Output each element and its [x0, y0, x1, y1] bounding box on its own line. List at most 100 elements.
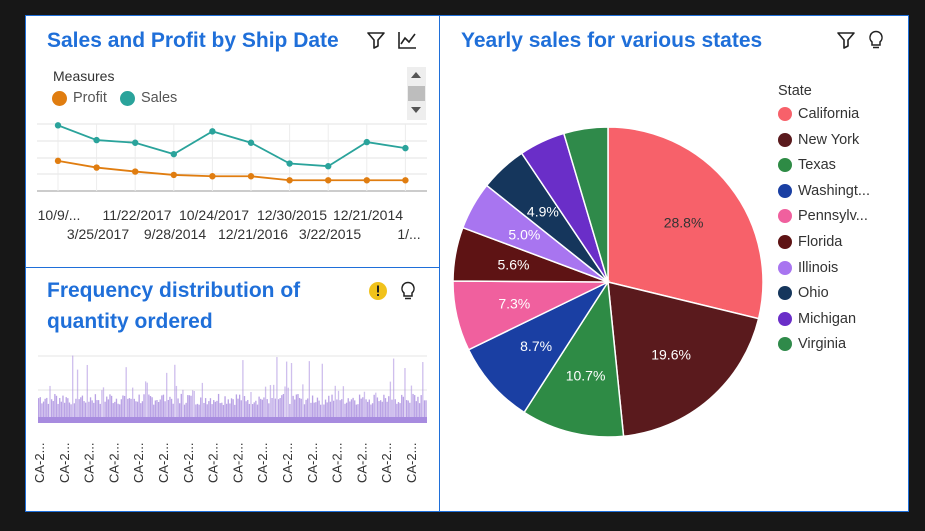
histogram-bar[interactable] — [276, 357, 277, 423]
x-tick-label: CA-2... — [206, 443, 221, 483]
legend-item-virginia[interactable]: Virginia — [778, 335, 846, 353]
legend-label: Pennsylv... — [798, 208, 868, 224]
legend-swatch — [778, 312, 792, 326]
legend-item-florida[interactable]: Florida — [778, 233, 842, 251]
legend-label: Michigan — [798, 311, 856, 327]
pie-slice-label: 7.3% — [498, 295, 530, 311]
point-profit[interactable] — [248, 173, 254, 179]
histogram-bar[interactable] — [291, 363, 292, 423]
point-sales[interactable] — [55, 122, 61, 128]
x-tick-label: CA-2... — [404, 443, 419, 483]
legend-swatch — [778, 286, 792, 300]
legend-swatch — [778, 209, 792, 223]
x-tick-label: CA-2... — [230, 443, 245, 483]
point-profit[interactable] — [286, 177, 292, 183]
legend-label: Virginia — [798, 336, 846, 352]
x-tick-label: 10/24/2017 — [179, 207, 249, 223]
pie-legend-title: State — [778, 83, 812, 99]
legend-label: New York — [798, 132, 859, 148]
pie-slice-label: 19.6% — [651, 346, 691, 362]
histogram-bar[interactable] — [166, 373, 167, 423]
histogram-bar[interactable] — [390, 382, 391, 423]
x-tick-label: CA-2... — [181, 443, 196, 483]
legend-item-michigan[interactable]: Michigan — [778, 310, 856, 328]
histogram-bar[interactable] — [286, 362, 287, 423]
point-sales[interactable] — [209, 128, 215, 134]
legend-swatch — [778, 261, 792, 275]
legend-swatch — [778, 235, 792, 249]
histogram-bar[interactable] — [147, 383, 148, 423]
legend-label: Illinois — [798, 260, 838, 276]
x-tick-label: 3/25/2017 — [67, 226, 129, 242]
histogram-bar[interactable] — [242, 360, 243, 423]
histogram-bar[interactable] — [202, 383, 203, 423]
x-tick-label: 12/21/2014 — [333, 207, 403, 223]
x-tick-label: 1/... — [397, 226, 420, 242]
x-tick-label: CA-2... — [106, 443, 121, 483]
legend-item-pennsylv[interactable]: Pennsylv... — [778, 207, 868, 225]
point-sales[interactable] — [364, 139, 370, 145]
point-sales[interactable] — [325, 163, 331, 169]
legend-label: California — [798, 106, 859, 122]
point-profit[interactable] — [364, 177, 370, 183]
histogram-bar[interactable] — [87, 365, 88, 423]
legend-swatch — [778, 107, 792, 121]
x-tick-label: CA-2... — [255, 443, 270, 483]
pie-slice-label: 10.7% — [566, 367, 606, 383]
histogram-bar[interactable] — [422, 362, 423, 423]
legend-label: Florida — [798, 234, 842, 250]
point-profit[interactable] — [209, 173, 215, 179]
x-tick-label: 10/9/... — [38, 207, 81, 223]
pie-slice-label: 4.9% — [527, 203, 559, 219]
histogram-bar[interactable] — [174, 365, 175, 423]
histogram-bar[interactable] — [145, 381, 146, 423]
legend-item-new-york[interactable]: New York — [778, 131, 859, 149]
x-tick-label: 12/21/2016 — [218, 226, 288, 242]
legend-item-illinois[interactable]: Illinois — [778, 259, 838, 277]
x-tick-label: CA-2... — [305, 443, 320, 483]
x-tick-label: 11/22/2017 — [102, 207, 171, 223]
legend-swatch — [778, 184, 792, 198]
legend-item-texas[interactable]: Texas — [778, 156, 836, 174]
point-profit[interactable] — [325, 177, 331, 183]
legend-item-california[interactable]: California — [778, 105, 859, 123]
histogram-bar[interactable] — [393, 359, 394, 423]
point-profit[interactable] — [132, 168, 138, 174]
x-tick-label: 12/30/2015 — [257, 207, 327, 223]
x-tick-label: CA-2... — [354, 443, 369, 483]
histogram-bar[interactable] — [309, 361, 310, 423]
series-line-sales — [58, 125, 405, 166]
x-tick-label: CA-2... — [330, 443, 345, 483]
histogram-chart: CA-2... CA-2... CA-2... CA-2... CA-2... CA-2.… — [25, 267, 440, 512]
lightbulb-icon[interactable] — [865, 29, 887, 51]
histogram-bar[interactable] — [404, 368, 405, 423]
histogram-bar[interactable] — [126, 367, 127, 423]
point-profit[interactable] — [171, 172, 177, 178]
pie-slice-label: 5.6% — [498, 257, 530, 273]
x-tick-label: CA-2... — [131, 443, 146, 483]
legend-swatch — [778, 133, 792, 147]
legend-label: Ohio — [798, 285, 829, 301]
histogram-bar[interactable] — [322, 364, 323, 423]
x-tick-label: CA-2... — [379, 443, 394, 483]
x-tick-label: CA-2... — [32, 443, 47, 483]
legend-item-washingt[interactable]: Washingt... — [778, 182, 870, 200]
point-sales[interactable] — [132, 140, 138, 146]
histogram-bar[interactable] — [77, 370, 78, 423]
legend-item-ohio[interactable]: Ohio — [778, 284, 829, 302]
point-sales[interactable] — [286, 160, 292, 166]
point-profit[interactable] — [402, 177, 408, 183]
point-profit[interactable] — [55, 158, 61, 164]
legend-swatch — [778, 158, 792, 172]
x-tick-label: CA-2... — [280, 443, 295, 483]
legend-label: Washingt... — [798, 183, 870, 199]
point-sales[interactable] — [402, 145, 408, 151]
point-profit[interactable] — [93, 164, 99, 170]
histogram-base-band — [38, 417, 427, 423]
x-tick-label: CA-2... — [82, 443, 97, 483]
filter-icon[interactable] — [835, 29, 857, 51]
point-sales[interactable] — [248, 140, 254, 146]
point-sales[interactable] — [93, 137, 99, 143]
histogram-bar[interactable] — [72, 356, 73, 423]
point-sales[interactable] — [171, 151, 177, 157]
